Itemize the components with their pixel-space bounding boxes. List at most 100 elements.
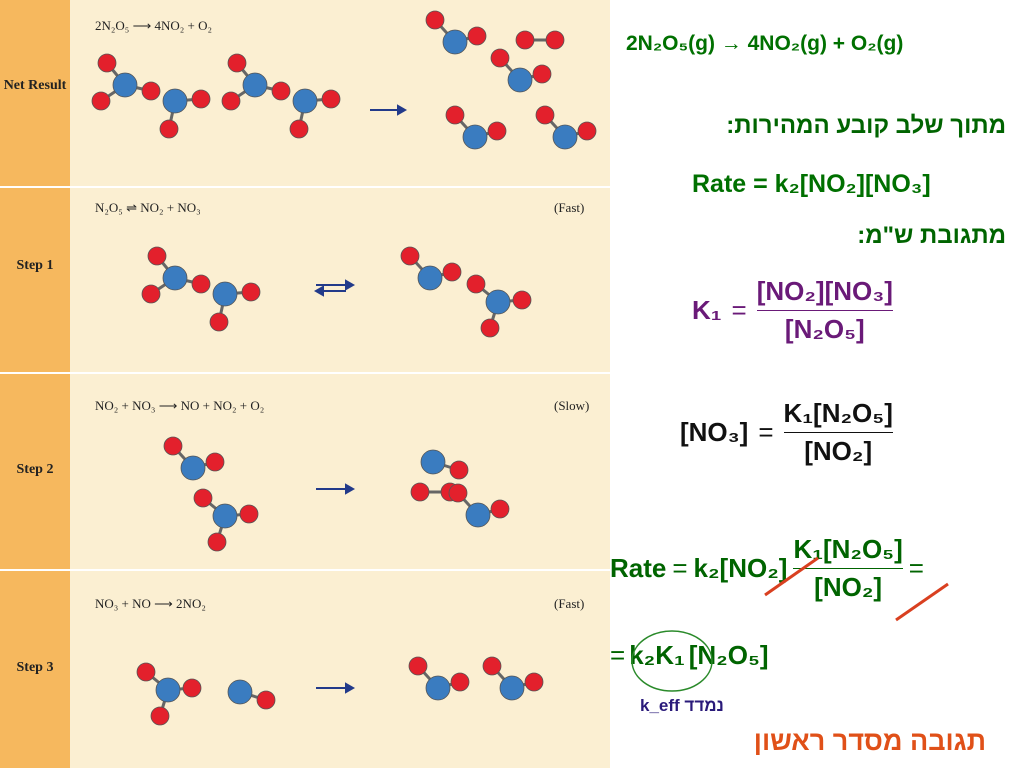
atom — [209, 312, 229, 332]
atom — [221, 91, 241, 111]
final-equation: = k₂K₁ [N₂O₅] — [610, 640, 769, 671]
atom — [212, 281, 238, 307]
reaction: 2N₂O₅(g) → 4NO₂(g) + O₂(g) — [626, 32, 904, 55]
atom — [467, 26, 487, 46]
atom — [482, 656, 502, 676]
atom — [462, 124, 488, 150]
atom — [449, 460, 469, 480]
atom — [442, 262, 462, 282]
atom — [515, 30, 535, 50]
rate-law: Rate = k₂[NO₂][NO₃] — [692, 170, 931, 198]
atom — [321, 89, 341, 109]
operator: = — [610, 640, 626, 670]
row-speed: (Fast) — [554, 596, 585, 611]
atom — [239, 504, 259, 524]
atom — [445, 105, 465, 125]
atom — [162, 265, 188, 291]
atom — [532, 64, 552, 84]
panel-bg — [0, 0, 610, 768]
atom — [499, 675, 525, 701]
atom — [400, 246, 420, 266]
row-speed: (Fast) — [554, 200, 585, 215]
atom — [191, 274, 211, 294]
atom — [241, 282, 261, 302]
denominator: [N₂O₅] — [784, 314, 865, 344]
keff-note: k_eff נמדד — [640, 696, 724, 715]
atom — [136, 662, 156, 682]
atom — [487, 121, 507, 141]
fraction: K₁[N₂O₅] [NO₂] — [783, 398, 893, 467]
fraction: K₁[N₂O₅] [NO₂] — [793, 534, 903, 603]
numerator: [NO₂][NO₃] — [756, 276, 893, 306]
atom — [425, 10, 445, 30]
lhs: [NO₃] — [680, 417, 749, 447]
atom — [147, 246, 167, 266]
row-equation: NO₃ + NO ⟶ 2NO₂ — [95, 596, 206, 611]
row-label: Step 3 — [16, 660, 54, 675]
molecule-art — [0, 0, 610, 768]
operator: = — [672, 553, 688, 583]
atom — [535, 105, 555, 125]
numerator: K₁[N₂O₅] — [783, 398, 893, 428]
atom — [289, 119, 309, 139]
row-label: Step 2 — [16, 462, 54, 477]
rds-heading: מתוך שלב קובע המהירות: — [726, 112, 1006, 139]
atom — [155, 677, 181, 703]
numerator: K₁[N₂O₅] — [793, 534, 903, 564]
atom — [450, 672, 470, 692]
atom — [408, 656, 428, 676]
denominator: [NO₂] — [804, 436, 873, 466]
atom — [466, 274, 486, 294]
fraction: [NO₂][NO₃] [N₂O₅] — [756, 276, 893, 345]
reaction-arrows — [313, 104, 408, 694]
operator: = — [731, 295, 747, 325]
atom — [191, 89, 211, 109]
atom — [180, 455, 206, 481]
label-column — [0, 0, 70, 768]
atom — [150, 706, 170, 726]
atom — [207, 532, 227, 552]
row-equation: 2N₂O₅ ⟶ 4NO₂ + O₂ — [95, 18, 213, 33]
atom — [97, 53, 117, 73]
atom — [292, 88, 318, 114]
lhs: K₁ — [692, 295, 722, 325]
atom — [256, 690, 276, 710]
concentration: [N₂O₅] — [688, 640, 769, 670]
atom — [417, 265, 443, 291]
atom — [91, 91, 111, 111]
substituted-equation: Rate = k₂[NO₂] K₁[N₂O₅] [NO₂] = — [610, 534, 924, 603]
atom — [420, 449, 446, 475]
atom — [480, 318, 500, 338]
atom — [193, 488, 213, 508]
atom — [271, 81, 291, 101]
row-label: Net Result — [3, 78, 67, 93]
highlight-circle — [631, 630, 713, 692]
atom — [205, 452, 225, 472]
atom — [490, 499, 510, 519]
atom — [141, 284, 161, 304]
lhs: Rate — [610, 553, 667, 583]
conclusion: תגובה מסדר ראשון — [753, 726, 986, 756]
operator: = — [758, 417, 774, 447]
atom — [490, 48, 510, 68]
atom — [212, 503, 238, 529]
eq-heading: מתגובת ש"מ: — [857, 222, 1006, 249]
atom — [242, 72, 268, 98]
atom — [577, 121, 597, 141]
atom — [162, 88, 188, 114]
atom — [410, 482, 430, 502]
row-equation: NO₂ + NO₃ ⟶ NO + NO₂ + O₂ — [95, 398, 265, 413]
row-dividers — [0, 186, 610, 571]
atom — [141, 81, 161, 101]
atom — [159, 119, 179, 139]
k1-equation: K₁ = [NO₂][NO₃] [N₂O₅] — [692, 276, 893, 345]
atom — [112, 72, 138, 98]
operator: = — [908, 553, 924, 583]
atom — [507, 67, 533, 93]
atom — [545, 30, 565, 50]
atom — [485, 289, 511, 315]
atom — [552, 124, 578, 150]
atom — [227, 679, 253, 705]
term: k₂[NO₂] — [693, 553, 788, 583]
